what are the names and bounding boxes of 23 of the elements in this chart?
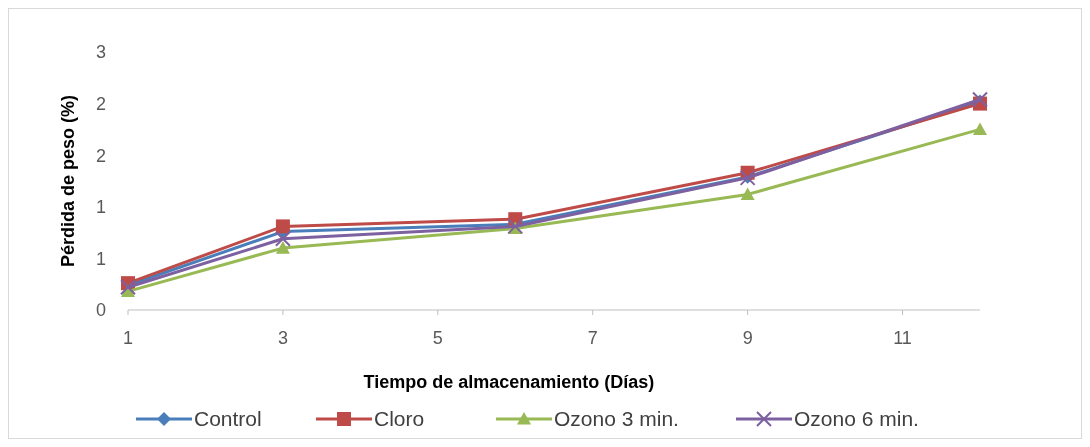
point bbox=[740, 187, 755, 201]
legend-label: Ozono 6 min. bbox=[794, 407, 919, 431]
x-tick-label: 3 bbox=[277, 328, 288, 348]
x-tick-label: 7 bbox=[587, 328, 598, 348]
y-tick-label: 3 bbox=[95, 42, 106, 63]
point bbox=[275, 241, 290, 254]
legend-label: Control bbox=[194, 407, 262, 431]
y-tick-label: 2 bbox=[95, 93, 106, 114]
x-tick-label: 11 bbox=[893, 328, 912, 348]
y-tick-label: 2 bbox=[95, 145, 106, 166]
y-tick-label: 1 bbox=[95, 248, 106, 269]
point bbox=[973, 122, 987, 135]
y-tick-label: 1 bbox=[95, 197, 106, 218]
x-tick-label: 9 bbox=[742, 328, 753, 348]
x-axis-title: Tiempo de almacenamiento (Días) bbox=[363, 372, 655, 392]
y-tick-label: 0 bbox=[95, 300, 106, 321]
legend-label: Cloro bbox=[374, 407, 425, 431]
legend-label: Ozono 3 min. bbox=[554, 407, 679, 431]
point bbox=[275, 219, 290, 234]
x-tick-label: 5 bbox=[432, 328, 443, 348]
y-axis-title: Pérdida de peso (%) bbox=[58, 94, 78, 268]
point bbox=[274, 230, 291, 247]
x-tick-label: 1 bbox=[122, 328, 134, 348]
